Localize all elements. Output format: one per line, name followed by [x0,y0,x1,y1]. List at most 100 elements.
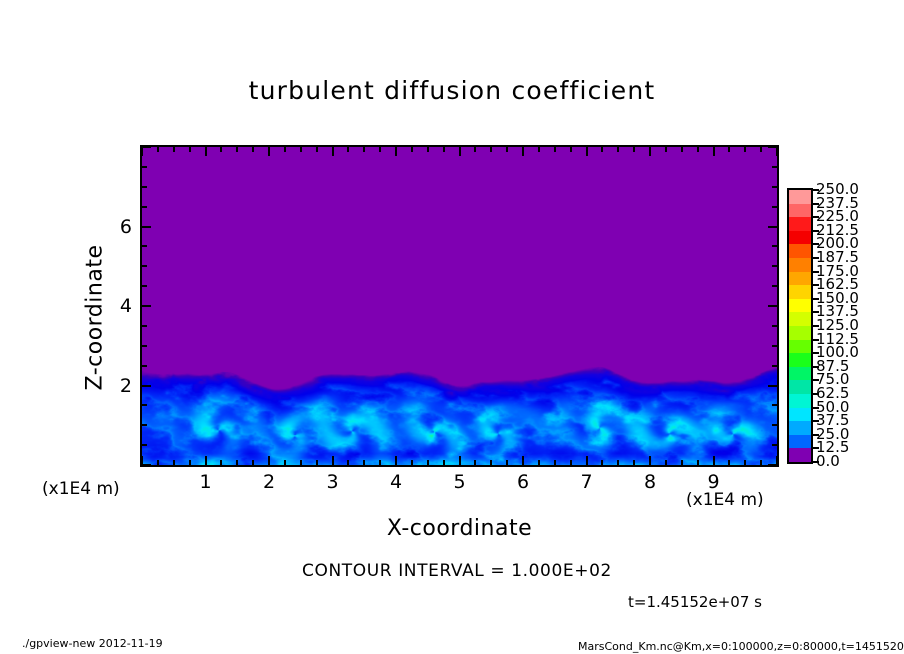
x-axis-title: X-coordinate [386,516,533,541]
colorbar-label: 100.0 [816,343,859,362]
x-tick [760,147,763,152]
colorbar-band [789,203,811,218]
x-tick [728,460,731,465]
colorbar-tick [813,243,819,246]
colorbar-tick [813,393,819,395]
y-tick [772,424,777,427]
colorbar-band [789,339,811,354]
x-tick [680,147,683,152]
colorbar-tick [813,297,819,300]
x-tick [188,147,191,152]
colorbar-tick [813,406,819,409]
colorbar-band [789,244,811,258]
colorbar-tick [813,379,819,382]
x-tick [236,460,239,465]
x-tick [744,147,747,152]
x-tick-label: 3 [326,471,339,493]
x-tick [410,147,413,152]
y-tick [142,147,151,148]
x-tick [776,456,777,465]
y-tick [772,265,777,268]
colorbar-band [789,393,811,408]
x-tick [156,147,159,152]
colorbar-label: 187.5 [816,248,859,266]
x-tick [585,147,588,156]
y-axis-title: Z-coordinate [82,244,108,391]
x-tick [664,147,667,152]
y-tick [772,185,777,188]
y-tick [142,364,147,367]
y-tick [142,444,147,447]
colorbar-band [789,230,811,245]
x-tick [696,147,699,152]
y-tick [772,205,777,208]
x-tick [617,147,620,152]
y-tick-label: 4 [119,295,132,317]
y-tick [768,464,777,465]
x-tick [649,147,651,156]
colorbar-label: 212.5 [816,220,859,239]
footer-command-text: ./gpview-new 2012-11-19 [22,637,163,650]
y-tick [142,225,151,228]
y-tick [142,285,147,288]
x-tick [188,460,191,465]
colorbar-label: 225.0 [816,207,859,226]
x-tick [617,460,620,465]
colorbar-band [789,312,811,326]
x-tick [680,460,683,465]
y-tick [768,225,777,228]
x-tick-label: 6 [516,471,530,493]
x-tick [712,147,715,156]
x-tick-label: 4 [389,471,403,493]
x-tick [553,460,556,465]
colorbar-tick [813,325,819,327]
x-tick [744,460,747,465]
diffusion-field-heatmap [142,147,777,465]
time-stamp-text: t=1.45152e+07 s [628,593,762,611]
x-tick [252,147,255,152]
x-tick [204,147,207,156]
x-tick [458,456,461,465]
y-tick [142,384,151,387]
x-axis-unit-left: (x1E4 m) [42,479,120,499]
y-tick [772,444,777,447]
x-tick [220,460,223,465]
y-tick [772,245,777,248]
colorbar-band [789,325,811,340]
colorbar-tick [813,202,819,205]
colorbar [787,188,813,464]
x-tick [331,147,334,156]
x-tick [664,460,667,465]
colorbar-tick [813,216,819,219]
colorbar-tick [813,433,819,436]
colorbar-tick-labels: 250.0 237.5 225.0 212.5 200.0 187.5 175.0 162.5… [816,182,896,469]
x-tick [347,460,350,465]
colorbar-band [789,407,811,422]
y-tick [772,285,777,288]
colorbar-tick [813,270,819,273]
x-tick [410,460,413,465]
x-tick-label: 1 [199,471,212,493]
x-tick [728,147,731,152]
x-tick [363,147,366,152]
y-tick [772,344,777,347]
page-title: turbulent diffusion coefficient [248,76,656,105]
colorbar-band [789,366,811,381]
x-tick [363,460,366,465]
x-tick-label: 5 [453,471,466,493]
colorbar-band [789,217,811,231]
x-tick [442,147,445,152]
x-tick [442,460,445,465]
colorbar-label: 250.0 [816,180,859,198]
x-tick [347,147,350,152]
colorbar-label: 37.5 [816,411,850,430]
y-tick [142,464,151,465]
x-tick [283,460,286,465]
y-tick [772,324,777,327]
colorbar-tick-marks [813,188,820,464]
x-tick-label: 2 [262,471,276,493]
x-tick [522,147,524,156]
y-tick [768,305,777,307]
x-tick [506,460,509,465]
colorbar-tick [813,284,819,287]
